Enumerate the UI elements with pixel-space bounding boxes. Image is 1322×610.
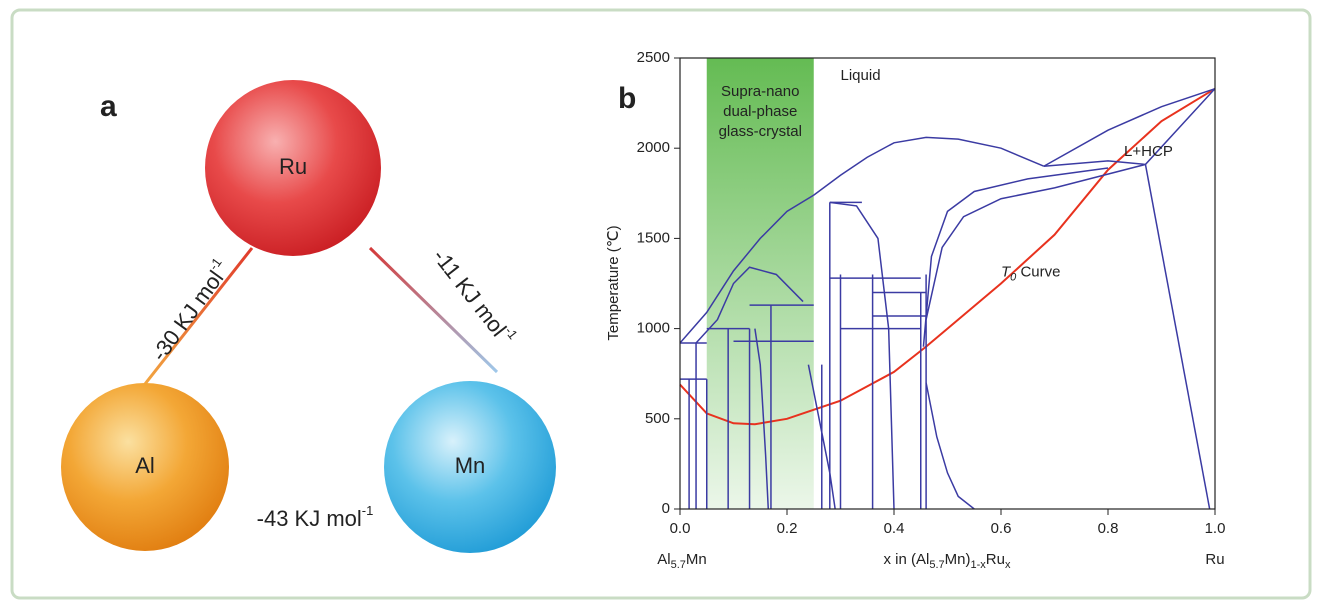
t0-part: Curve — [1016, 264, 1060, 281]
t0-label: T0 Curve — [1001, 264, 1060, 284]
panel-label: b — [618, 82, 636, 115]
atom-label: Al — [135, 453, 155, 478]
x-end-label: Ru — [1205, 551, 1224, 568]
bond-label: -43 KJ mol-1 — [257, 503, 374, 530]
annotation: Liquid — [841, 67, 881, 84]
figure: a Ru Al Mn -30 KJ mol-1 -11 KJ mol-1 -43… — [0, 0, 1322, 610]
y-tick-label: 1000 — [637, 320, 670, 337]
y-tick-label: 500 — [645, 410, 670, 427]
y-axis-label: Temperature (℃) — [605, 225, 622, 340]
x-axis-label: x in (Al5.7Mn)1-xRux — [884, 551, 1011, 571]
x-tick-label: 0.6 — [991, 520, 1012, 537]
panel-label: a — [100, 90, 117, 123]
x-tick-label: 0.4 — [884, 520, 905, 537]
x-tick-label: 0.0 — [670, 520, 691, 537]
phase-line — [926, 383, 974, 509]
bond-label: -11 KJ mol-1 — [428, 242, 520, 350]
shade-label: Supra-nano — [721, 83, 799, 100]
y-tick-label: 1500 — [637, 229, 670, 246]
y-tick-label: 2000 — [637, 139, 670, 156]
annotation: L+HCP — [1124, 143, 1173, 160]
phase-line — [923, 168, 1108, 347]
y-tick-label: 0 — [662, 500, 670, 517]
y-tick-label: 2500 — [637, 49, 670, 66]
x-end-label: Al5.7Mn — [657, 551, 706, 571]
phase-line — [814, 137, 1044, 195]
phase-line — [926, 164, 1145, 319]
atom-label: Ru — [279, 154, 307, 179]
shade-label: glass-crystal — [719, 123, 802, 140]
x-tick-label: 0.8 — [1098, 520, 1119, 537]
x-tick-label: 1.0 — [1205, 520, 1226, 537]
phase-line — [1145, 164, 1209, 509]
x-tick-label: 0.2 — [777, 520, 798, 537]
phase-line — [830, 202, 894, 509]
bond-label: -30 KJ mol-1 — [144, 255, 235, 366]
atom-label: Mn — [455, 453, 486, 478]
shade-label: dual-phase — [723, 103, 797, 120]
